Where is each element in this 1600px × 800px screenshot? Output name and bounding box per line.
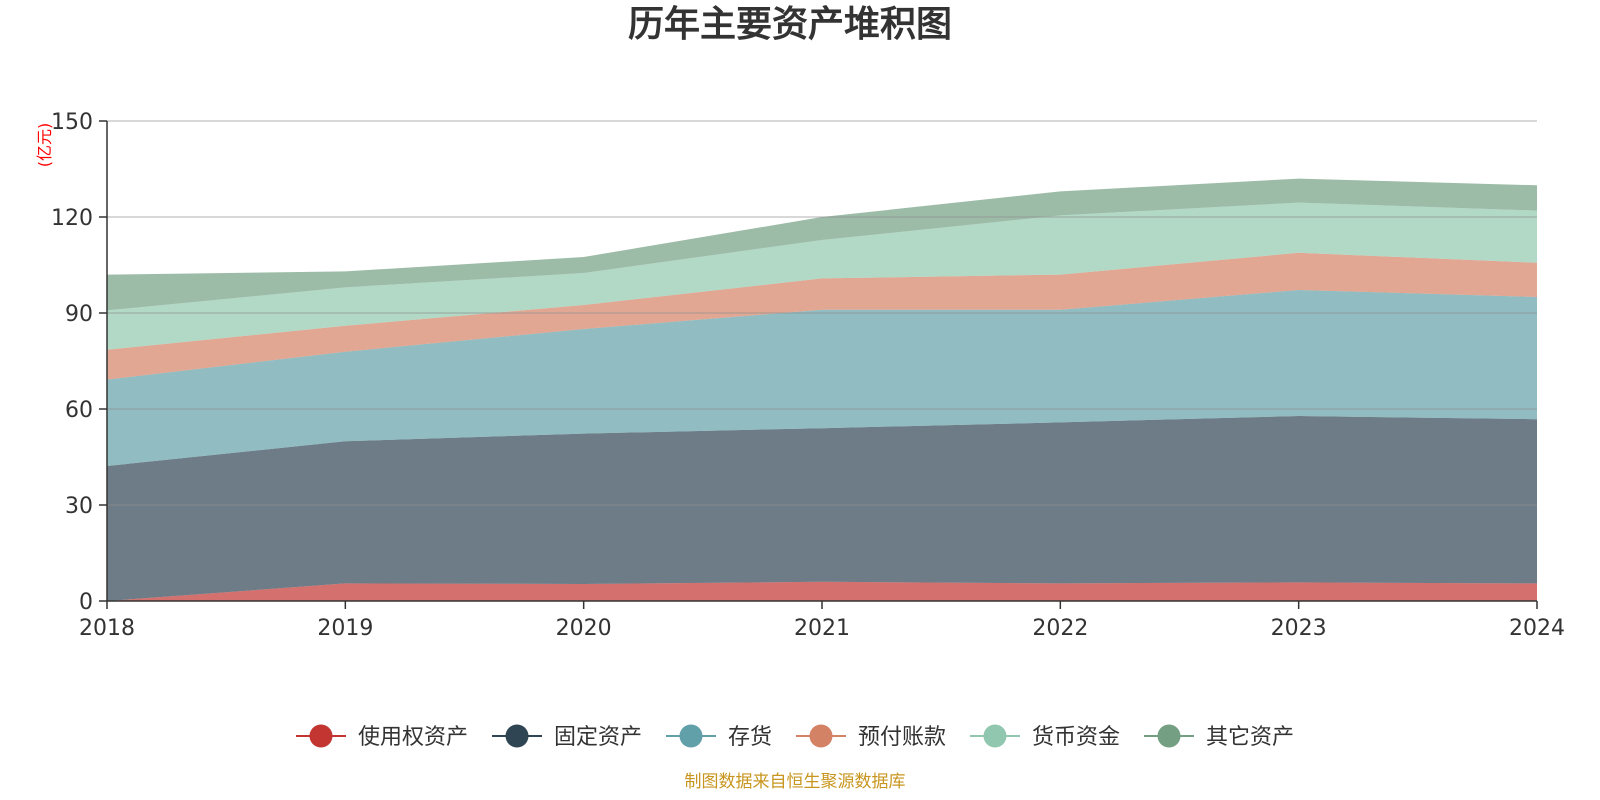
legend-item-4[interactable]: 预付账款: [796, 724, 946, 751]
area-series-2: [107, 416, 1537, 601]
y-tick-label: 30: [65, 494, 93, 519]
chart-title: 历年主要资产堆积图: [628, 4, 952, 45]
x-tick-label: 2022: [1032, 616, 1088, 641]
x-tick-label: 2021: [794, 616, 850, 641]
x-tick-label: 2020: [556, 616, 612, 641]
x-tick-label: 2019: [317, 616, 373, 641]
y-tick-label: 60: [65, 398, 93, 423]
x-tick-label: 2024: [1509, 616, 1565, 641]
legend-marker-icon: [809, 724, 833, 748]
gridlines: [107, 120, 1537, 506]
legend-label: 货币资金: [1032, 725, 1120, 750]
legend-marker-icon: [1157, 724, 1181, 748]
legend-item-2[interactable]: 固定资产: [492, 724, 642, 751]
data-source-note: 制图数据来自恒生聚源数据库: [685, 772, 906, 792]
y-tick-label: 120: [51, 206, 93, 231]
legend-item-6[interactable]: 其它资产: [1144, 724, 1294, 751]
y-axis-unit-label: (亿元): [35, 123, 54, 168]
x-tick-label: 2018: [79, 616, 135, 641]
legend-item-1[interactable]: 使用权资产: [296, 724, 468, 751]
axes: 0 30 60 90 120 150 2018 2019 2020 2021 2022 2023 202…: [51, 110, 1565, 641]
legend-marker-icon: [983, 724, 1007, 748]
area-series-6: [107, 178, 1537, 311]
y-tick-label: 150: [51, 110, 93, 135]
legend-label: 固定资产: [554, 725, 642, 750]
legend-label: 存货: [728, 725, 772, 750]
legend-item-5[interactable]: 货币资金: [970, 724, 1120, 751]
legend-marker-icon: [679, 724, 703, 748]
x-tick-label: 2023: [1271, 616, 1327, 641]
legend-label: 使用权资产: [358, 725, 468, 750]
legend[interactable]: 使用权资产 固定资产 存货 预付账款 货币资金 其它资产: [296, 724, 1294, 751]
y-tick-label: 90: [65, 302, 93, 327]
legend-item-3[interactable]: 存货: [666, 724, 772, 751]
legend-label: 预付账款: [858, 725, 946, 750]
legend-marker-icon: [505, 724, 529, 748]
area-series-4: [107, 252, 1537, 380]
y-tick-label: 0: [79, 590, 93, 615]
area-series-1: [107, 581, 1537, 601]
area-series-3: [107, 290, 1537, 466]
series-areas: [107, 178, 1537, 601]
legend-label: 其它资产: [1206, 725, 1294, 750]
legend-marker-icon: [309, 724, 333, 748]
